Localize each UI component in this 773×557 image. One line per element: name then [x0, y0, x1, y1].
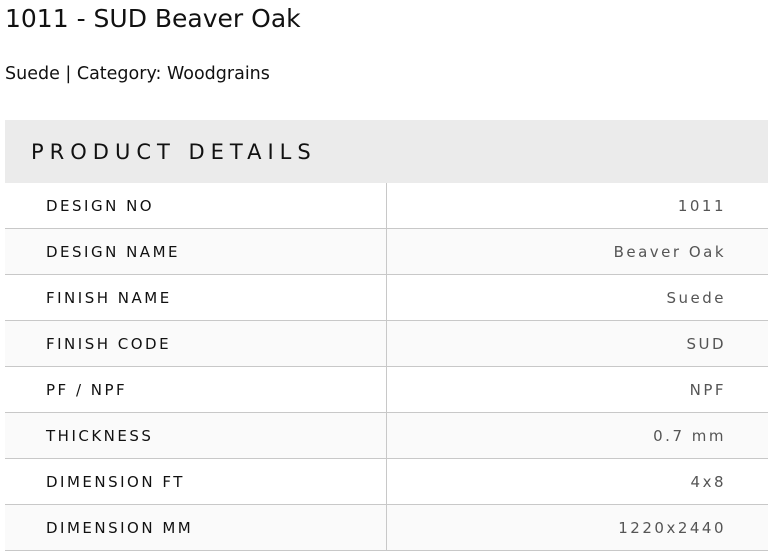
row-value: 4x8 — [690, 472, 726, 491]
product-details-table: PRODUCT DETAILS DESIGN NO 1011 DESIGN NAME… — [5, 120, 768, 551]
row-label: PF / NPF — [5, 367, 387, 412]
row-value: Suede — [666, 288, 726, 307]
table-row: DIMENSION MM 1220x2440 — [5, 505, 768, 551]
product-details-rows: DESIGN NO 1011 DESIGN NAME Beaver Oak FINISH… — [5, 183, 768, 551]
row-label: DIMENSION FT — [5, 459, 387, 504]
row-label: DIMENSION MM — [5, 505, 387, 550]
row-label: DESIGN NAME — [5, 229, 387, 274]
table-row: FINISH NAME Suede — [5, 275, 768, 321]
product-details-heading: PRODUCT DETAILS — [5, 120, 768, 183]
table-row: THICKNESS 0.7 mm — [5, 413, 768, 459]
row-value: Beaver Oak — [613, 242, 726, 261]
row-value: 1011 — [677, 196, 726, 215]
row-label: DESIGN NO — [5, 183, 387, 228]
row-value: 1220x2440 — [618, 518, 726, 537]
table-row: PF / NPF NPF — [5, 367, 768, 413]
row-value: NPF — [689, 380, 726, 399]
row-value: SUD — [686, 334, 726, 353]
product-subtitle: Suede | Category: Woodgrains — [5, 64, 270, 84]
row-value: 0.7 mm — [653, 426, 726, 445]
row-label: FINISH NAME — [5, 275, 387, 320]
table-row: DIMENSION FT 4x8 — [5, 459, 768, 505]
row-label: THICKNESS — [5, 413, 387, 458]
product-title: 1011 - SUD Beaver Oak — [5, 4, 301, 33]
row-label: FINISH CODE — [5, 321, 387, 366]
table-row: DESIGN NO 1011 — [5, 183, 768, 229]
table-row: DESIGN NAME Beaver Oak — [5, 229, 768, 275]
table-row: FINISH CODE SUD — [5, 321, 768, 367]
